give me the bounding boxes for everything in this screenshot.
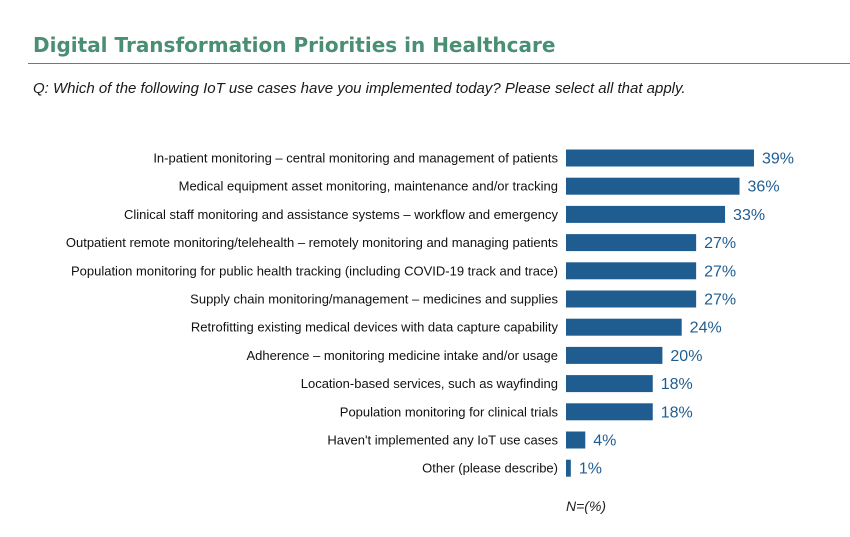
category-label: Retrofitting existing medical devices wi… (191, 320, 559, 335)
bar (566, 431, 586, 449)
bar (566, 234, 697, 252)
category-label: Supply chain monitoring/management – med… (190, 292, 558, 307)
value-label: 36% (748, 179, 780, 196)
bar (566, 290, 697, 308)
value-label: 39% (762, 151, 794, 168)
category-label: Outpatient remote monitoring/telehealth … (66, 235, 559, 250)
category-label: Location-based services, such as wayfind… (301, 376, 558, 391)
bar (566, 375, 653, 393)
value-label: 24% (690, 320, 722, 337)
category-label: Population monitoring for public health … (71, 263, 558, 278)
bar (566, 403, 653, 421)
category-label: Other (please describe) (422, 461, 558, 476)
value-label: 27% (704, 263, 736, 280)
bar (566, 262, 697, 280)
value-label: 18% (661, 376, 693, 393)
value-label: 18% (661, 404, 693, 421)
category-label: Adherence – monitoring medicine intake a… (247, 348, 558, 363)
category-label: Clinical staff monitoring and assistance… (124, 207, 559, 222)
value-label: 27% (704, 292, 736, 309)
value-label: 27% (704, 235, 736, 252)
bar (566, 346, 663, 364)
bar (566, 177, 740, 195)
bar (566, 205, 726, 223)
bar (566, 149, 754, 167)
survey-question: Q: Which of the following IoT use cases … (33, 80, 686, 97)
value-label: 20% (670, 348, 702, 365)
bar (566, 318, 682, 336)
bar (566, 459, 571, 477)
category-label: Population monitoring for clinical trial… (340, 404, 559, 419)
value-label: 33% (733, 207, 765, 224)
category-label: Haven't implemented any IoT use cases (327, 433, 558, 448)
title-divider (28, 63, 850, 64)
category-label: In-patient monitoring – central monitori… (153, 151, 558, 166)
category-label: Medical equipment asset monitoring, main… (179, 179, 558, 194)
sample-note: N=(%) (566, 498, 607, 514)
value-label: 4% (593, 433, 616, 450)
page-title: Digital Transformation Priorities in Hea… (33, 33, 556, 57)
value-label: 1% (579, 461, 602, 478)
